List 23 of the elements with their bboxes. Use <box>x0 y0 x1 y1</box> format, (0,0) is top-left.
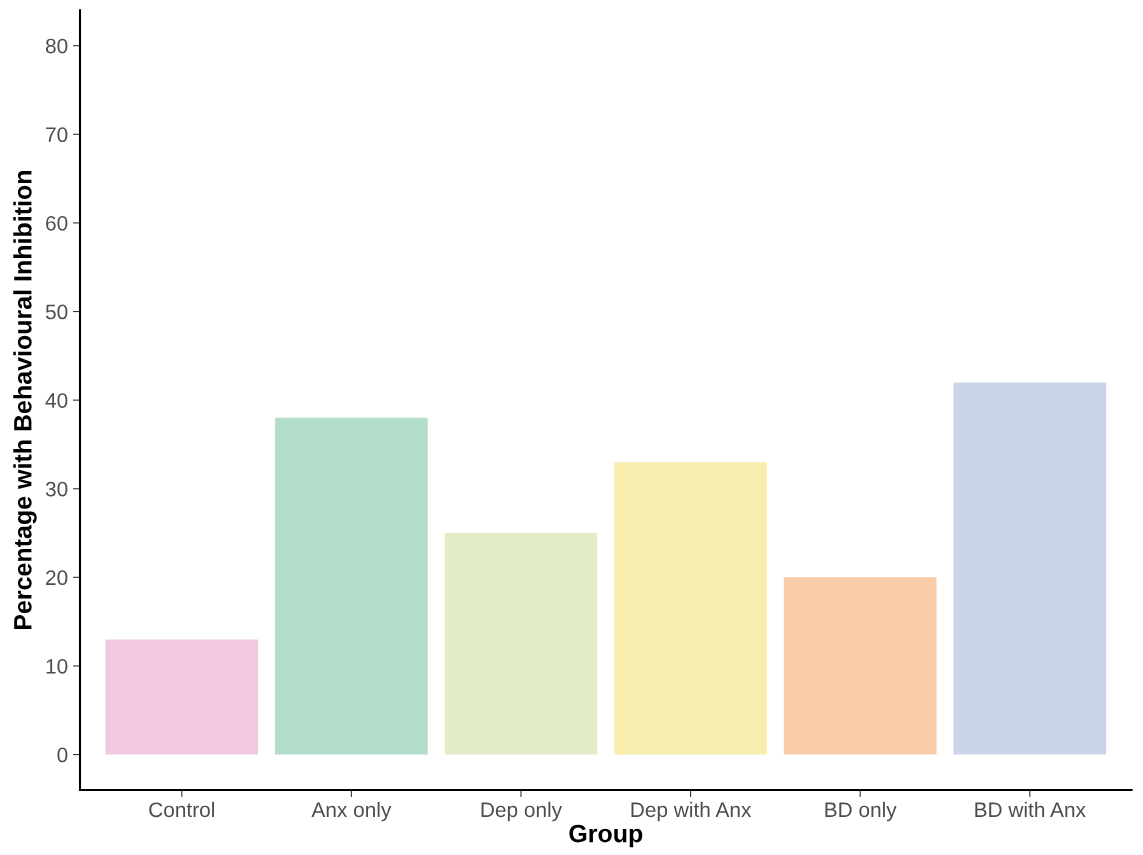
y-tick-label: 10 <box>46 658 68 674</box>
y-tick-label: 50 <box>45 304 68 320</box>
bar <box>953 382 1107 755</box>
y-tick-label: 70 <box>46 127 68 143</box>
y-tick-label: 60 <box>46 215 68 231</box>
bar <box>275 417 428 755</box>
x-tick-label: Dep with Anx <box>631 801 752 822</box>
bar <box>783 577 937 755</box>
y-tick-label: 20 <box>46 570 68 586</box>
bar <box>444 533 598 755</box>
y-axis-title: Percentage with Behavioural Inhibition <box>13 171 37 630</box>
y-tick-label: 0 <box>57 747 68 763</box>
bar <box>614 462 767 755</box>
bar <box>105 639 259 755</box>
x-tick-label: Anx only <box>311 801 392 822</box>
x-tick-label: Dep only <box>481 801 563 822</box>
x-tick-label: Control <box>149 801 214 818</box>
y-tick-label: 30 <box>45 481 68 497</box>
x-tick-label: BD with Anx <box>975 801 1086 818</box>
y-tick-label: 40 <box>45 393 68 408</box>
x-tick-label: BD only <box>825 801 897 822</box>
x-axis-title: Group <box>569 824 643 848</box>
y-tick-label: 80 <box>45 38 68 54</box>
